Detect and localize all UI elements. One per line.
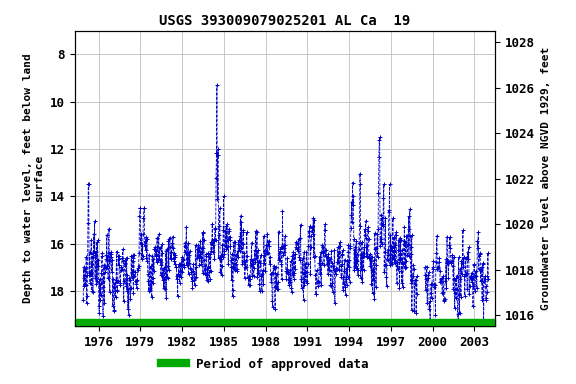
Legend: Period of approved data: Period of approved data <box>156 353 374 376</box>
Y-axis label: Groundwater level above NGVD 1929, feet: Groundwater level above NGVD 1929, feet <box>541 47 551 310</box>
Title: USGS 393009079025201 AL Ca  19: USGS 393009079025201 AL Ca 19 <box>160 14 411 28</box>
Bar <box>75 319 495 326</box>
Y-axis label: Depth to water level, feet below land
surface: Depth to water level, feet below land su… <box>23 54 44 303</box>
